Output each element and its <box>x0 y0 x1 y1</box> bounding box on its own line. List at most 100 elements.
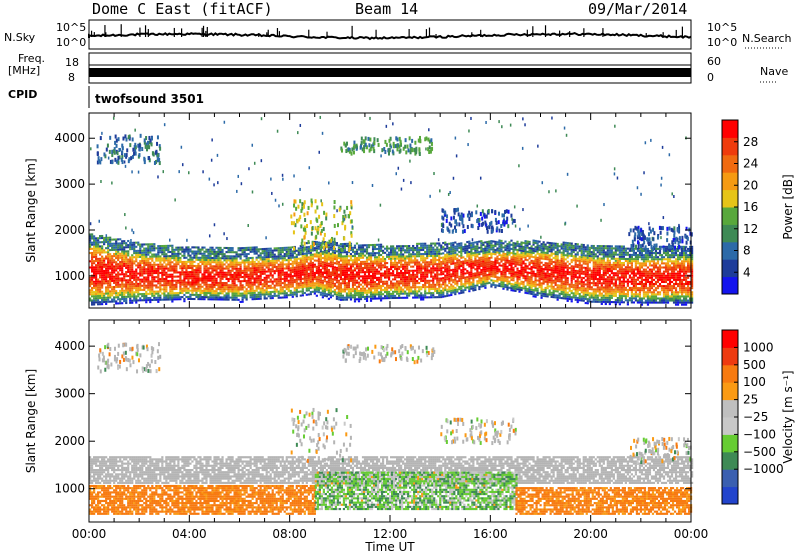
power-cell <box>109 280 112 283</box>
power-cell <box>432 287 435 291</box>
power-cell <box>371 254 375 257</box>
power-cell <box>129 277 132 280</box>
power-cell <box>279 255 282 258</box>
power-cell <box>462 291 465 294</box>
power-cell <box>209 259 212 262</box>
power-cell <box>536 260 539 263</box>
power-cell <box>343 247 347 250</box>
power-cell <box>299 286 302 289</box>
power-cell <box>131 268 134 271</box>
power-cell <box>311 280 314 283</box>
power-cell <box>159 278 162 281</box>
power-cell <box>273 247 276 250</box>
power-cell <box>532 256 535 259</box>
power-cell <box>141 249 144 252</box>
power-cell <box>301 271 304 274</box>
power-cell <box>484 278 487 281</box>
power-cell <box>309 272 312 275</box>
power-cell <box>492 248 495 251</box>
power-cell <box>355 242 359 245</box>
power-cell <box>129 297 132 300</box>
power-cell <box>502 254 505 257</box>
power-cell <box>430 248 433 251</box>
power-cell <box>101 267 104 271</box>
power-cell <box>113 238 116 241</box>
power-cell <box>446 270 449 273</box>
power-cell <box>494 267 497 270</box>
power-cell <box>281 255 284 258</box>
power-cell <box>438 263 441 266</box>
power-cell <box>432 292 435 295</box>
power-cell <box>420 273 423 276</box>
power-cell <box>343 257 347 260</box>
power-cell <box>129 293 132 296</box>
power-cell <box>265 293 268 296</box>
power-cell <box>145 243 148 246</box>
power-cell <box>478 259 481 262</box>
power-cell <box>398 282 401 285</box>
power-cell <box>313 271 316 274</box>
power-cell <box>442 241 445 245</box>
power-cell <box>536 273 539 276</box>
power-cell <box>235 257 238 260</box>
power-cell <box>377 280 381 283</box>
power-cell <box>454 262 457 265</box>
power-cell <box>520 249 523 252</box>
power-cell <box>528 240 531 243</box>
power-cell <box>91 262 94 265</box>
power-cell <box>313 265 316 268</box>
power-cell <box>175 261 178 264</box>
power-cell <box>277 259 280 262</box>
power-cell <box>383 274 387 277</box>
power-cell <box>101 272 104 275</box>
power-cell <box>301 263 304 266</box>
power-cell <box>474 288 477 291</box>
power-cell <box>396 267 399 271</box>
power-cell <box>488 265 491 268</box>
power-cell <box>215 298 218 301</box>
power-cell <box>219 273 222 276</box>
power-cell <box>343 278 347 281</box>
power-cell <box>361 267 365 270</box>
power-cell <box>133 243 136 246</box>
power-cell <box>99 292 102 295</box>
power-cell <box>353 281 357 284</box>
power-cell <box>175 263 178 266</box>
power-cell <box>301 246 304 249</box>
power-cell <box>339 298 343 301</box>
power-cell <box>440 283 443 286</box>
power-cell <box>508 261 511 265</box>
power-cell <box>281 269 284 272</box>
power-cell <box>175 256 178 260</box>
power-cell <box>440 252 443 255</box>
power-cell <box>275 267 278 271</box>
power-cell <box>101 303 104 306</box>
power-cell <box>227 290 230 293</box>
power-cell <box>159 288 162 291</box>
power-cell <box>267 276 270 279</box>
power-cell <box>375 247 379 251</box>
power-cell <box>177 246 180 249</box>
power-cell <box>153 269 156 273</box>
power-cell <box>229 265 232 268</box>
power-cell <box>133 293 136 296</box>
power-cell <box>115 281 118 284</box>
power-cell <box>478 281 481 284</box>
power-cell <box>297 270 300 273</box>
power-cell <box>480 283 483 286</box>
power-cell <box>91 295 94 298</box>
power-cell <box>207 248 210 251</box>
power-cell <box>113 261 116 264</box>
power-cell <box>95 239 98 242</box>
power-cell <box>231 257 234 260</box>
power-cell <box>470 252 473 255</box>
power-cell <box>484 274 487 277</box>
power-cell <box>123 256 126 259</box>
power-cell <box>327 297 330 300</box>
power-cell <box>161 257 164 260</box>
power-cell <box>538 281 541 285</box>
power-cell <box>349 269 353 272</box>
power-cell <box>275 290 278 293</box>
power-cell <box>259 252 262 255</box>
power-cell <box>518 290 521 293</box>
